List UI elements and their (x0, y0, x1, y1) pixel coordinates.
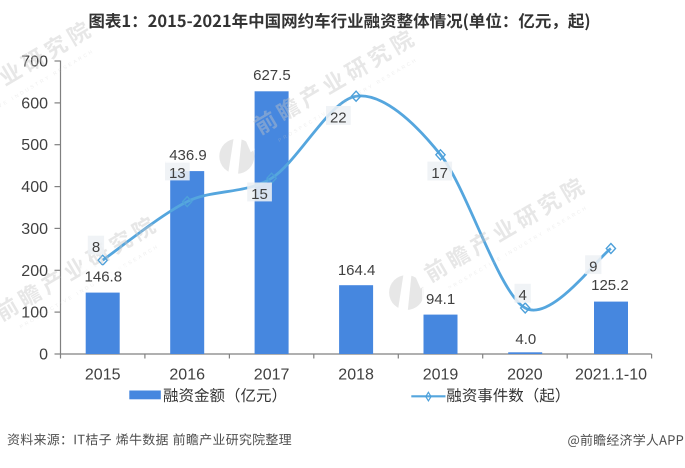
svg-text:2018: 2018 (338, 367, 374, 384)
svg-text:400: 400 (21, 179, 48, 196)
svg-text:100: 100 (21, 305, 48, 322)
svg-text:300: 300 (21, 221, 48, 238)
svg-text:600: 600 (21, 95, 48, 112)
svg-text:164.4: 164.4 (338, 262, 376, 279)
svg-text:13: 13 (169, 165, 186, 182)
svg-text:436.9: 436.9 (169, 147, 207, 164)
svg-text:15: 15 (251, 186, 268, 203)
svg-text:2020: 2020 (507, 367, 543, 384)
svg-text:4.0: 4.0 (515, 331, 536, 348)
svg-text:200: 200 (21, 263, 48, 280)
svg-text:17: 17 (431, 165, 448, 182)
svg-text:2021.1-10: 2021.1-10 (575, 367, 647, 384)
svg-text:0: 0 (39, 347, 48, 364)
svg-text:2016: 2016 (169, 367, 205, 384)
svg-text:8: 8 (92, 239, 100, 256)
svg-text:627.5: 627.5 (253, 67, 291, 84)
svg-text:146.8: 146.8 (85, 269, 123, 286)
svg-text:22: 22 (330, 109, 347, 126)
svg-text:2015: 2015 (85, 367, 121, 384)
svg-text:2019: 2019 (423, 367, 459, 384)
svg-text:94.1: 94.1 (426, 291, 455, 308)
svg-text:500: 500 (21, 137, 48, 154)
svg-text:9: 9 (589, 259, 597, 276)
svg-text:125.2: 125.2 (591, 277, 629, 294)
svg-text:4: 4 (519, 287, 527, 304)
svg-text:2017: 2017 (254, 367, 290, 384)
svg-text:700: 700 (21, 54, 48, 71)
